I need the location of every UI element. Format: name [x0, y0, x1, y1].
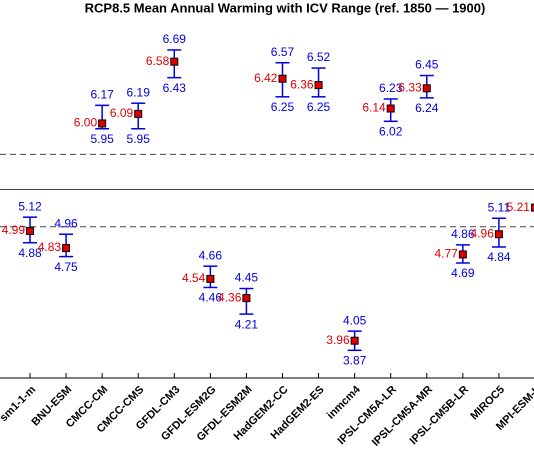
lower-label: 5.95 [127, 132, 151, 146]
marker [26, 227, 34, 236]
lower-label: 4.88 [18, 246, 42, 260]
lower-label: 6.43 [163, 81, 187, 95]
marker [530, 203, 534, 212]
value-label: 4.99 [2, 223, 26, 237]
value-label: 4.77 [434, 247, 458, 261]
value-label: 5.21 [507, 200, 531, 214]
upper-label: 4.66 [199, 248, 223, 262]
marker [278, 74, 287, 83]
marker [98, 119, 107, 128]
upper-label: 6.52 [307, 50, 331, 64]
value-label: 4.36 [218, 290, 242, 304]
lower-label: 6.25 [307, 100, 331, 114]
value-label: 6.09 [110, 106, 134, 120]
upper-label: 4.45 [235, 271, 259, 285]
upper-label: 4.05 [343, 313, 367, 327]
value-label: 6.58 [146, 54, 170, 68]
lower-label: 4.75 [54, 260, 78, 274]
chart-title: RCP8.5 Mean Annual Warming with ICV Rang… [85, 0, 486, 15]
value-label: 6.14 [362, 101, 386, 115]
lower-label: 5.95 [90, 132, 114, 146]
marker [422, 84, 431, 93]
upper-label: 4.86 [451, 227, 475, 241]
marker [350, 336, 359, 345]
marker [242, 294, 251, 303]
value-label: 4.96 [471, 226, 495, 240]
value-label: 3.96 [326, 333, 350, 347]
lower-label: 6.25 [271, 100, 295, 114]
value-label: 6.33 [398, 80, 422, 94]
upper-label: 6.17 [90, 88, 114, 102]
value-label: 4.83 [38, 240, 62, 254]
value-label: 6.00 [74, 116, 98, 130]
marker [494, 230, 503, 239]
upper-label: 6.57 [271, 45, 295, 59]
upper-label: 6.69 [163, 32, 187, 46]
upper-label: 5.11 [488, 200, 511, 214]
value-label: 6.36 [290, 77, 314, 91]
upper-label: 6.45 [415, 58, 439, 72]
marker [134, 109, 143, 118]
lower-label: 4.69 [451, 266, 475, 280]
upper-label: 5.12 [18, 199, 42, 213]
lower-label: 6.02 [379, 124, 403, 138]
marker [314, 81, 323, 90]
marker [170, 57, 179, 66]
lower-label: 4.46 [199, 291, 223, 305]
upper-label: 6.19 [127, 85, 151, 99]
value-label: 6.42 [254, 71, 278, 85]
lower-label: 4.21 [235, 317, 259, 331]
lower-label: 6.24 [415, 101, 439, 115]
marker [206, 274, 215, 283]
upper-label: 6.23 [379, 81, 403, 95]
lower-label: 3.87 [343, 353, 367, 367]
value-label: 4.54 [182, 271, 206, 285]
lower-label: 4.84 [487, 250, 511, 264]
marker [458, 250, 467, 259]
marker [386, 104, 395, 113]
upper-label: 4.96 [54, 216, 78, 230]
marker [62, 244, 71, 253]
